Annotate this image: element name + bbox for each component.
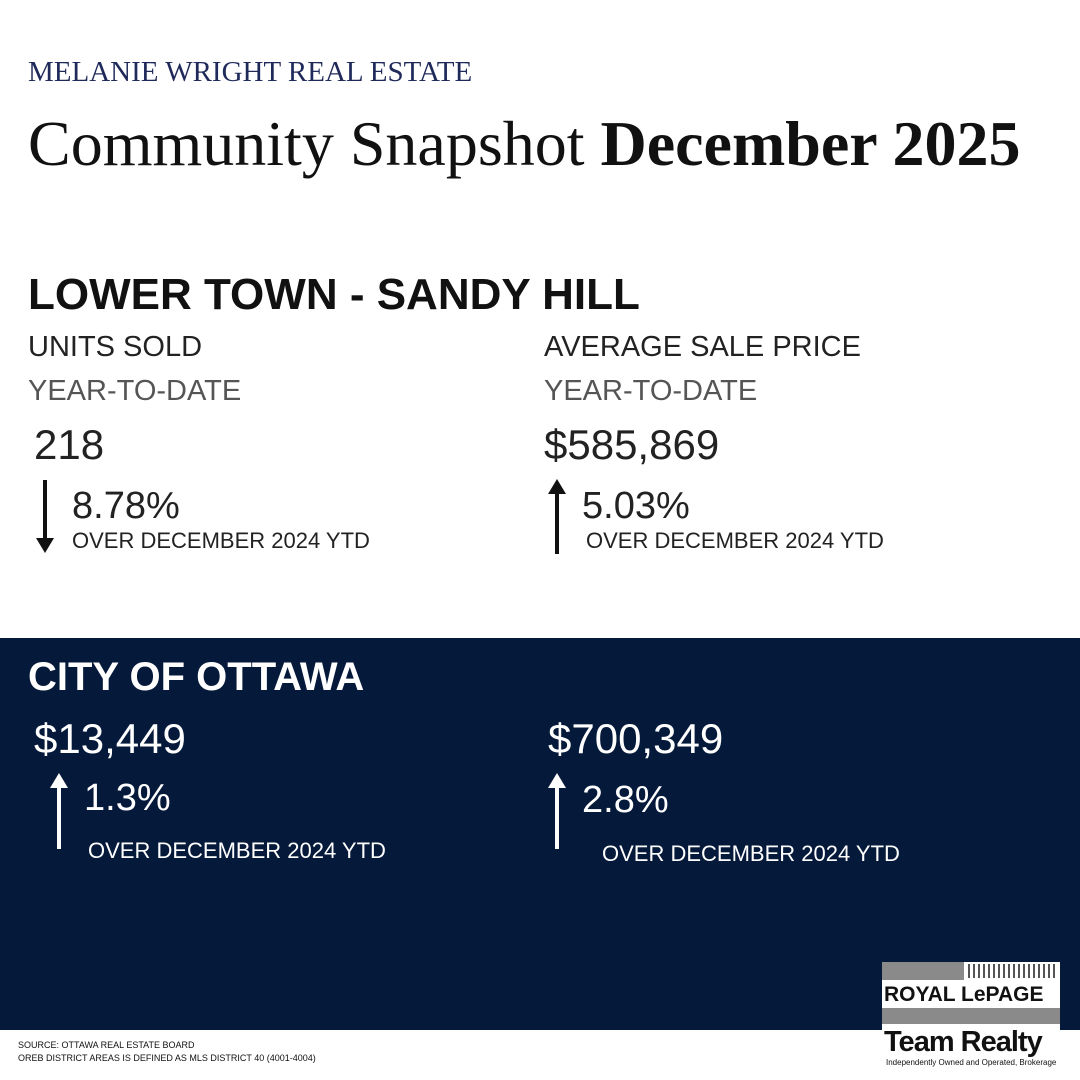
stat-note: OVER DECEMBER 2024 YTD (602, 841, 900, 866)
down-arrow (36, 480, 54, 553)
up-arrow (548, 479, 566, 554)
stat-note: OVER DECEMBER 2024 YTD (88, 838, 386, 863)
stat-note: OVER DECEMBER 2024 YTD (72, 528, 370, 553)
stat-value: $585,869 (544, 421, 720, 468)
up-arrow (50, 773, 68, 849)
title-main: Community Snapshot (28, 108, 585, 179)
logo-office: Team Realty (884, 1026, 1043, 1058)
stat-value: 218 (34, 421, 105, 468)
section-heading: CITY OF OTTAWA (28, 655, 365, 699)
stat-change: 1.3% (84, 777, 171, 819)
note: OREB DISTRICT AREAS IS DEFINED AS MLS DI… (18, 1053, 316, 1063)
logo-stripes (882, 962, 1055, 980)
brand: MELANIE WRIGHT REAL ESTATE (28, 56, 473, 88)
stat-change: 5.03% (582, 485, 690, 527)
logo-bar (882, 1008, 1060, 1024)
title: Community Snapshot December 2025 (28, 112, 1021, 176)
stat-label: AVERAGE SALE PRICE (544, 331, 861, 363)
source: SOURCE: OTTAWA REAL ESTATE BOARD (18, 1040, 195, 1050)
title-date: December 2025 (600, 108, 1021, 179)
stat-label: UNITS SOLD (28, 331, 203, 363)
up-arrow (548, 773, 566, 849)
stat-value: $13,449 (34, 715, 186, 762)
stat-change: 8.78% (72, 485, 180, 527)
logo-brand: ROYAL LePAGE (884, 983, 1044, 1006)
logo-tagline: Independently Owned and Operated, Broker… (886, 1058, 1057, 1067)
stat-period: YEAR-TO-DATE (544, 375, 758, 407)
stat-note: OVER DECEMBER 2024 YTD (586, 528, 884, 553)
section-heading: LOWER TOWN - SANDY HILL (28, 270, 640, 319)
stat-change: 2.8% (582, 779, 669, 821)
stat-period: YEAR-TO-DATE (28, 375, 242, 407)
logo: ROYAL LePAGE Team Realty Independently O… (882, 962, 1060, 1072)
stat-value: $700,349 (548, 715, 724, 762)
